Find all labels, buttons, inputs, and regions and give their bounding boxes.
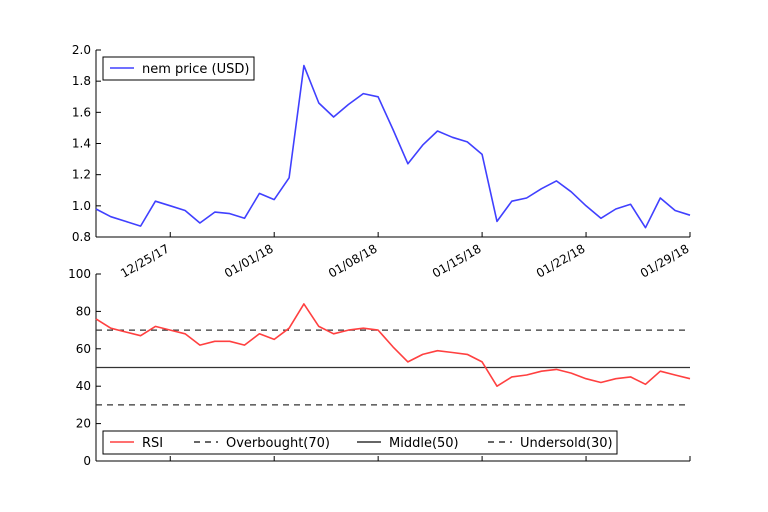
- price-legend-box: [102, 56, 255, 81]
- price-xtick-label: 01/08/18: [326, 241, 380, 280]
- price-ytick-label: 1.0: [72, 199, 91, 213]
- price-xtick-label: 01/01/18: [222, 241, 276, 280]
- rsi-legend: RSI Overbought(70) Middle(50) Undersold(30): [102, 430, 618, 455]
- price-xtick-label: 01/22/18: [534, 241, 588, 280]
- rsi-ytick-label: 60: [76, 342, 91, 356]
- rsi-ytick-label: 100: [68, 267, 91, 281]
- rsi-legend-label-middle: Middle(50): [389, 436, 459, 451]
- price-ytick-label: 1.2: [72, 168, 91, 182]
- price-ytick-label: 1.6: [72, 105, 91, 119]
- price-ytick-label: 2.0: [72, 43, 91, 57]
- rsi-ytick-label: 20: [76, 417, 91, 431]
- price-xtick-label: 01/15/18: [430, 241, 484, 280]
- price-legend-label: nem price (USD): [142, 62, 249, 77]
- price-xtick-label: 12/25/17: [118, 241, 172, 280]
- rsi-legend-label-overbought: Overbought(70): [226, 436, 330, 451]
- price-xtick-label: 01/29/18: [638, 241, 692, 280]
- price-panel: 0.8 1.0 1.2 1.4 1.6 1.8 2.0 12/25/17 01/01/18 01/…: [72, 43, 692, 281]
- price-ytick-label: 1.4: [72, 137, 91, 151]
- rsi-series-line: [95, 303, 691, 388]
- price-legend: nem price (USD): [102, 56, 255, 81]
- rsi-legend-label-rsi: RSI: [142, 436, 163, 451]
- price-ytick-label: 1.8: [72, 74, 91, 88]
- rsi-panel: 0 20 40 60 80 100 RSI Overbought(70) Middle(50) U…: [68, 267, 691, 468]
- rsi-ytick-label: 0: [83, 454, 91, 468]
- price-ytick-label: 0.8: [72, 230, 91, 244]
- rsi-ytick-label: 80: [76, 304, 91, 318]
- price-series-line: [95, 64, 691, 229]
- rsi-legend-label-undersold: Undersold(30): [520, 436, 613, 451]
- rsi-ytick-label: 40: [76, 379, 91, 393]
